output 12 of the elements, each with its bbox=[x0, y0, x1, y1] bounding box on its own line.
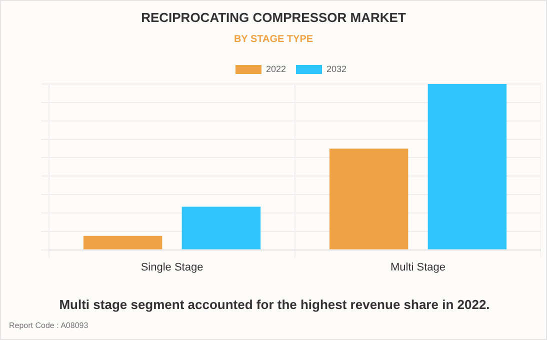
x-tick-label: Single Stage bbox=[140, 261, 204, 274]
bar bbox=[83, 236, 162, 250]
bar bbox=[428, 84, 507, 250]
legend-label: 2032 bbox=[326, 64, 347, 74]
text: Multi stage segment accounted for the highest revenue share in 2022. bbox=[58, 297, 491, 312]
bar bbox=[329, 148, 408, 250]
chart-title: RECIPROCATING COMPRESSOR MARKET bbox=[140, 10, 407, 25]
bar bbox=[182, 206, 261, 250]
legend-label: 2022 bbox=[266, 64, 286, 74]
chart-subtitle: BY STAGE TYPE bbox=[232, 34, 314, 45]
text: Report Code : A08093 bbox=[9, 321, 88, 330]
x-tick-label: Multi Stage bbox=[390, 261, 446, 274]
